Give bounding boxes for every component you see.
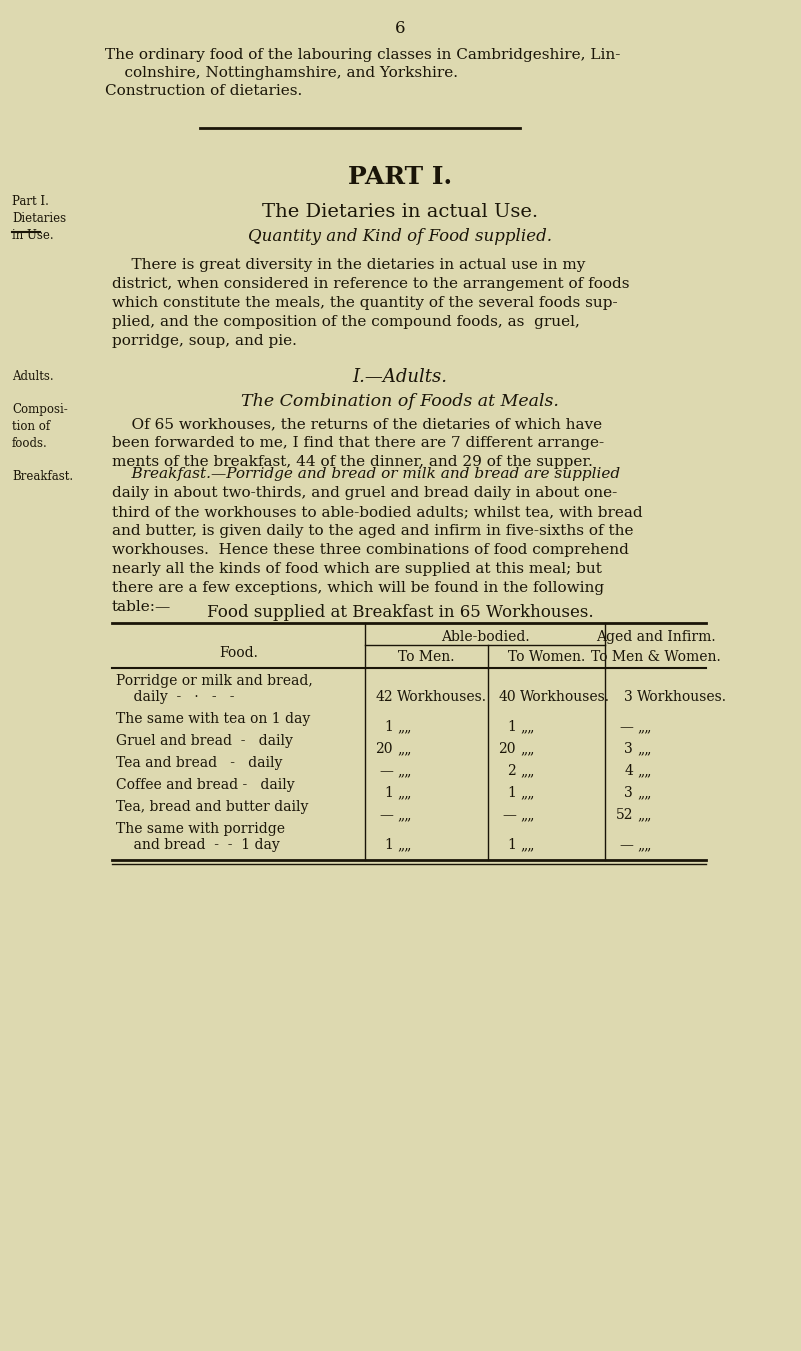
Text: ments of the breakfast, 44 of the dinner, and 29 of the supper.: ments of the breakfast, 44 of the dinner… (112, 455, 593, 469)
Text: The Combination of Foods at Meals.: The Combination of Foods at Meals. (241, 393, 559, 409)
Text: 20: 20 (498, 742, 516, 757)
Text: To Women.: To Women. (508, 650, 585, 663)
Text: 2: 2 (507, 765, 516, 778)
Text: 1: 1 (507, 838, 516, 852)
Text: —: — (502, 808, 516, 821)
Text: Adults.: Adults. (12, 370, 54, 382)
Text: Construction of dietaries.: Construction of dietaries. (105, 84, 302, 99)
Text: third of the workhouses to able-bodied adults; whilst tea, with bread: third of the workhouses to able-bodied a… (112, 505, 642, 519)
Text: Workhouses.: Workhouses. (520, 690, 610, 704)
Text: 1: 1 (384, 786, 393, 800)
Text: „„: „„ (637, 720, 651, 734)
Text: Aged and Infirm.: Aged and Infirm. (596, 630, 715, 644)
Text: Tea, bread and butter daily: Tea, bread and butter daily (116, 800, 308, 815)
Text: which constitute the meals, the quantity of the several foods sup-: which constitute the meals, the quantity… (112, 296, 618, 309)
Text: The ordinary food of the labouring classes in Cambridgeshire, Lin-: The ordinary food of the labouring class… (105, 49, 621, 62)
Text: and butter, is given daily to the aged and infirm in five-sixths of the: and butter, is given daily to the aged a… (112, 524, 634, 538)
Text: 4: 4 (624, 765, 633, 778)
Text: —: — (379, 765, 393, 778)
Text: Able-bodied.: Able-bodied. (441, 630, 529, 644)
Text: „„: „„ (637, 808, 651, 821)
Text: —: — (619, 838, 633, 852)
Text: Gruel and bread  -   daily: Gruel and bread - daily (116, 734, 293, 748)
Text: „„: „„ (397, 808, 412, 821)
Text: porridge, soup, and pie.: porridge, soup, and pie. (112, 334, 297, 349)
Text: 3: 3 (624, 742, 633, 757)
Text: „„: „„ (637, 786, 651, 800)
Text: workhouses.  Hence these three combinations of food comprehend: workhouses. Hence these three combinatio… (112, 543, 629, 557)
Text: nearly all the kinds of food which are supplied at this meal; but: nearly all the kinds of food which are s… (112, 562, 602, 576)
Text: Food supplied at Breakfast in 65 Workhouses.: Food supplied at Breakfast in 65 Workhou… (207, 604, 594, 621)
Text: and bread  -  -  1 day: and bread - - 1 day (116, 838, 280, 852)
Text: „„: „„ (520, 808, 534, 821)
Text: 1: 1 (507, 720, 516, 734)
Text: „„: „„ (397, 786, 412, 800)
Text: there are a few exceptions, which will be found in the following: there are a few exceptions, which will b… (112, 581, 604, 594)
Text: „„: „„ (520, 838, 534, 852)
Text: Breakfast.: Breakfast. (12, 470, 73, 484)
Text: „„: „„ (397, 765, 412, 778)
Text: PART I.: PART I. (348, 165, 452, 189)
Text: 20: 20 (376, 742, 393, 757)
Text: Part I.
Dietaries
in Use.: Part I. Dietaries in Use. (12, 195, 66, 242)
Text: 3: 3 (624, 690, 633, 704)
Text: 40: 40 (498, 690, 516, 704)
Text: 52: 52 (615, 808, 633, 821)
Text: Quantity and Kind of Food supplied.: Quantity and Kind of Food supplied. (248, 228, 552, 245)
Text: There is great diversity in the dietaries in actual use in my: There is great diversity in the dietarie… (112, 258, 586, 272)
Text: Workhouses.: Workhouses. (397, 690, 487, 704)
Text: The Dietaries in actual Use.: The Dietaries in actual Use. (262, 203, 538, 222)
Text: To Men & Women.: To Men & Women. (590, 650, 720, 663)
Text: The same with tea on 1 day: The same with tea on 1 day (116, 712, 310, 725)
Text: „„: „„ (520, 765, 534, 778)
Text: 1: 1 (507, 786, 516, 800)
Text: „„: „„ (637, 838, 651, 852)
Text: Tea and bread   -   daily: Tea and bread - daily (116, 757, 283, 770)
Text: The same with porridge: The same with porridge (116, 821, 285, 836)
Text: Of 65 workhouses, the returns of the dietaries of which have: Of 65 workhouses, the returns of the die… (112, 417, 602, 431)
Text: „„: „„ (520, 786, 534, 800)
Text: „„: „„ (397, 838, 412, 852)
Text: I.—Adults.: I.—Adults. (352, 367, 448, 386)
Text: Coffee and bread -   daily: Coffee and bread - daily (116, 778, 295, 792)
Text: 3: 3 (624, 786, 633, 800)
Text: district, when considered in reference to the arrangement of foods: district, when considered in reference t… (112, 277, 630, 290)
Text: Porridge or milk and bread,: Porridge or milk and bread, (116, 674, 312, 688)
Text: 1: 1 (384, 720, 393, 734)
Text: Breakfast.—Porridge and bread or milk and bread are supplied: Breakfast.—Porridge and bread or milk an… (112, 467, 620, 481)
Text: „„: „„ (637, 765, 651, 778)
Text: Food.: Food. (219, 646, 258, 661)
Text: To Men.: To Men. (398, 650, 455, 663)
Text: „„: „„ (397, 720, 412, 734)
Text: table:—: table:— (112, 600, 171, 613)
Text: „„: „„ (637, 742, 651, 757)
Text: —: — (379, 808, 393, 821)
Text: daily  -   ·   -   -: daily - · - - (116, 690, 235, 704)
Text: been forwarded to me, I find that there are 7 different arrange-: been forwarded to me, I find that there … (112, 436, 604, 450)
Text: 6: 6 (395, 20, 405, 36)
Text: 1: 1 (384, 838, 393, 852)
Text: Workhouses.: Workhouses. (637, 690, 727, 704)
Text: „„: „„ (520, 742, 534, 757)
Text: plied, and the composition of the compound foods, as  gruel,: plied, and the composition of the compou… (112, 315, 580, 330)
Text: Composi-
tion of
foods.: Composi- tion of foods. (12, 403, 68, 450)
Text: colnshire, Nottinghamshire, and Yorkshire.: colnshire, Nottinghamshire, and Yorkshir… (105, 66, 458, 80)
Text: „„: „„ (520, 720, 534, 734)
Text: 42: 42 (376, 690, 393, 704)
Text: —: — (619, 720, 633, 734)
Text: daily in about two-thirds, and gruel and bread daily in about one-: daily in about two-thirds, and gruel and… (112, 486, 618, 500)
Text: „„: „„ (397, 742, 412, 757)
